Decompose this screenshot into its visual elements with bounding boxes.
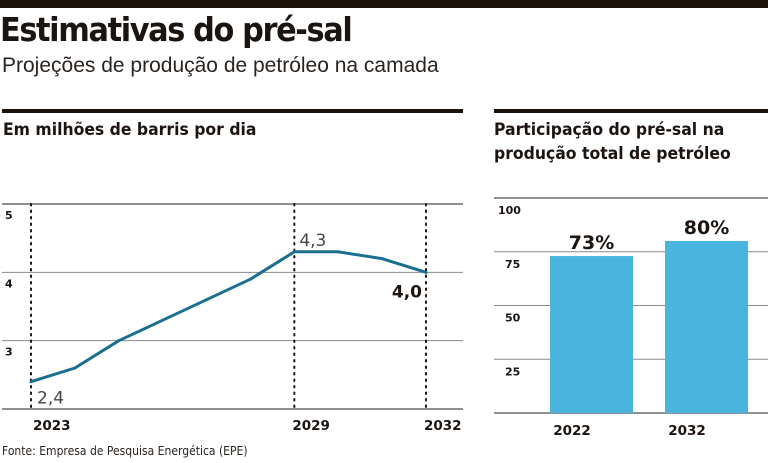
line-chart-x-tick-label: 2032 <box>424 418 462 434</box>
line-chart-x-tick-label: 2029 <box>292 418 330 434</box>
line-chart-series-line <box>29 250 428 384</box>
line-chart-data-point <box>292 250 296 254</box>
bar-chart-title-line-1: Participação do pré-sal na <box>494 120 725 140</box>
line-chart-data-point <box>161 318 165 322</box>
bar-chart-y-tick-label: 50 <box>505 312 521 325</box>
bar-chart-bar <box>550 256 633 413</box>
bar-chart-category-label: 2032 <box>668 423 706 439</box>
bar-chart-title: Participação do pré-sal na produção tota… <box>494 118 768 166</box>
line-chart-rule <box>2 109 463 113</box>
bar-chart-y-tick-label: 25 <box>505 365 520 378</box>
line-chart-x-tick-label: 2023 <box>33 418 71 434</box>
line-chart-title: Em milhões de barris por dia <box>3 120 257 140</box>
page-title: Estimativas do pré-sal <box>0 10 353 49</box>
line-chart-data-point <box>248 277 252 281</box>
bar-chart-value-label: 80% <box>684 217 729 239</box>
page-subtitle: Projeções de produção de petróleo na cam… <box>2 54 439 77</box>
line-chart-data-point <box>205 298 209 302</box>
top-bar <box>0 0 768 8</box>
line-chart-annotation-start: 2,4 <box>37 389 64 409</box>
bar-chart-y-tick-label: 100 <box>498 204 521 217</box>
line-chart-annotation-end: 4,0 <box>392 282 422 302</box>
bar-chart-title-line-2: produção total de petróleo <box>494 144 731 164</box>
line-chart-annotation-peak: 4,3 <box>299 231 326 251</box>
line-chart-data-point <box>424 270 428 274</box>
line-chart-data-point <box>380 257 384 261</box>
line-chart-y-tick-label: 3 <box>5 346 13 359</box>
line-chart-data-point <box>336 250 340 254</box>
line-chart-data-point <box>117 339 121 343</box>
line-chart-data-point <box>73 366 77 370</box>
line-chart-y-tick-label: 5 <box>5 209 13 222</box>
line-chart-data-point <box>29 380 33 384</box>
bar-chart-y-tick-label: 75 <box>505 258 520 271</box>
bar-chart-value-label: 73% <box>569 232 614 254</box>
source-note: Fonte: Empresa de Pesquisa Energética (E… <box>2 444 248 458</box>
bar-chart-rule <box>494 109 768 113</box>
line-chart-y-tick-label: 4 <box>5 277 13 290</box>
bar-chart-category-label: 2022 <box>553 423 591 439</box>
bar-chart-bar <box>665 241 748 413</box>
